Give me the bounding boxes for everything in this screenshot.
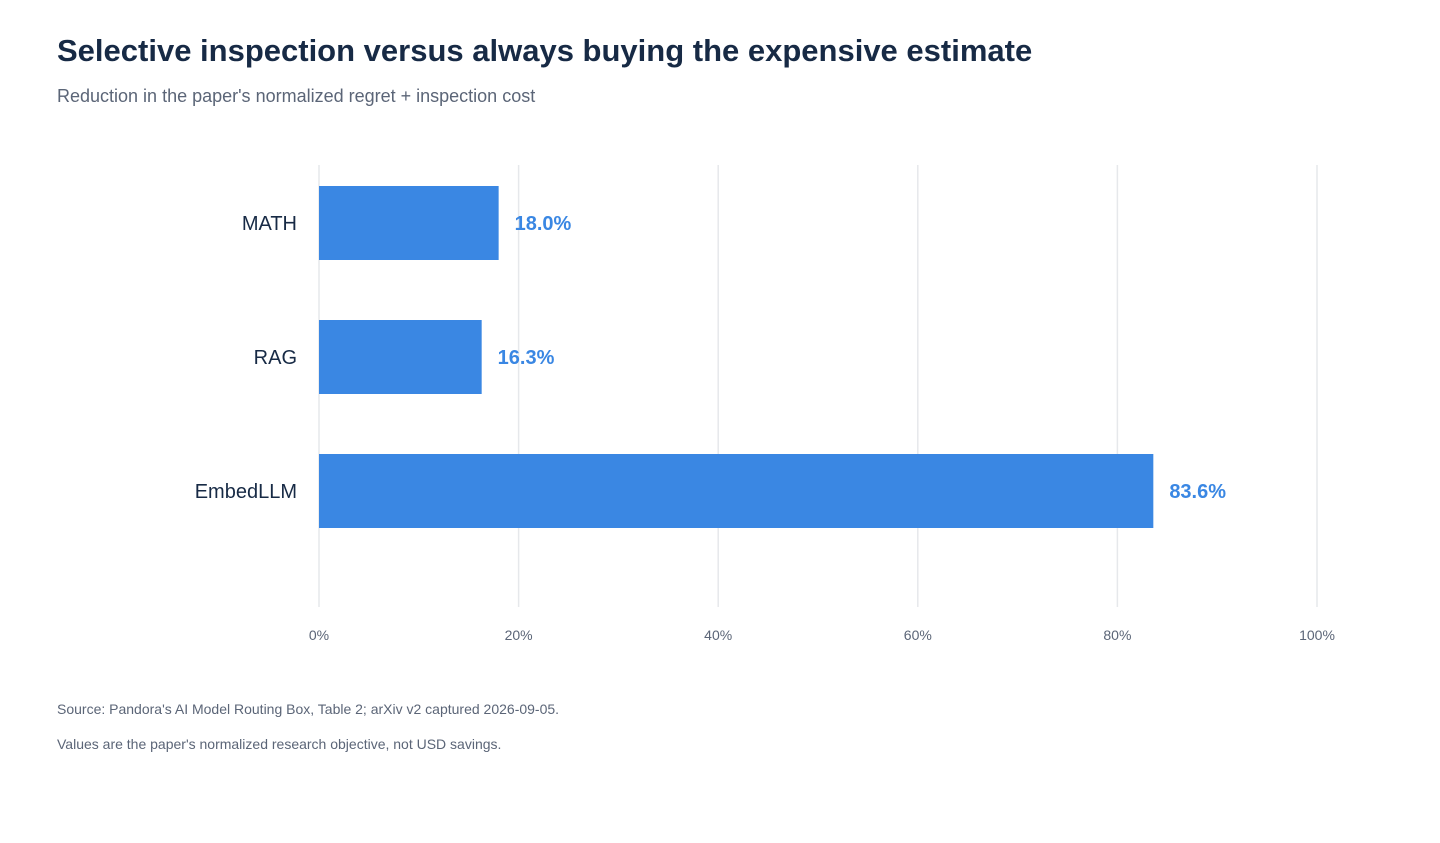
source-note: Source: Pandora's AI Model Routing Box, … (57, 701, 560, 717)
x-tick-label: 20% (505, 627, 533, 643)
bar (319, 454, 1154, 528)
disclaimer-note: Values are the paper's normalized resear… (57, 736, 502, 752)
category-label: RAG (254, 347, 297, 369)
x-tick-label: 0% (309, 627, 329, 643)
value-label: 83.6% (1169, 481, 1226, 503)
x-tick-label: 100% (1299, 627, 1335, 643)
value-label: 18.0% (515, 213, 572, 235)
bar (319, 186, 499, 260)
x-tick-label: 80% (1103, 627, 1131, 643)
category-label: MATH (242, 213, 297, 235)
chart-subtitle: Reduction in the paper's normalized regr… (57, 86, 536, 106)
bar-chart: 0% 20% 40% 60% 80% 100% MATH 18.0% RAG 16.3% Embed… (195, 165, 1335, 643)
x-tick-label: 40% (704, 627, 732, 643)
value-label: 16.3% (498, 347, 555, 369)
x-tick-label: 60% (904, 627, 932, 643)
bar (319, 320, 482, 394)
chart-title: Selective inspection versus always buyin… (57, 33, 1033, 68)
category-label: EmbedLLM (195, 481, 297, 503)
